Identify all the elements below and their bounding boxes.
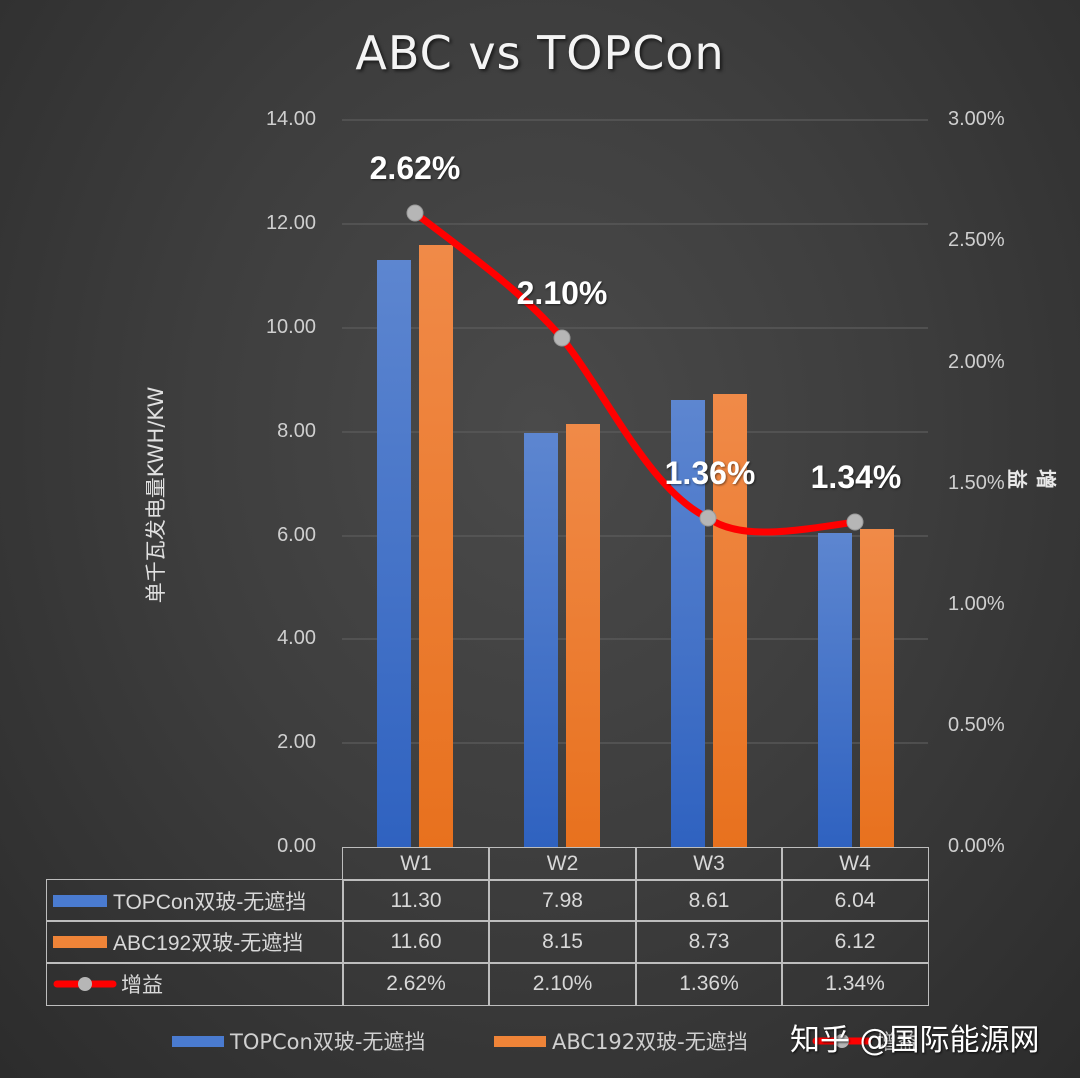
watermark: 知乎 @国际能源网 <box>790 1023 1040 1058</box>
gain-markers <box>406 204 864 531</box>
left-tick: 4.00 <box>277 627 316 649</box>
bar-abc-w3 <box>713 394 747 847</box>
gain-label-w4: 1.34% <box>810 459 902 495</box>
left-tick: 2.00 <box>277 731 316 753</box>
table-cell: 6.12 <box>781 920 929 964</box>
table-row-label-abc: ABC192双玻-无遮挡 <box>46 920 344 964</box>
gain-label-w3: 1.36% <box>664 455 756 491</box>
abc-legend-swatch-icon <box>494 1035 546 1047</box>
left-tick: 0.00 <box>277 835 316 857</box>
table-row-label-topcon: TOPCon双玻-无遮挡 <box>46 879 344 922</box>
bars-abc <box>419 245 894 847</box>
bars-topcon <box>377 260 852 847</box>
table-cell: 11.30 <box>342 879 490 922</box>
right-tick: 3.00% <box>948 108 1005 130</box>
table-header-w1: W1 <box>342 847 490 881</box>
table-cell: 8.73 <box>635 920 783 964</box>
table-row-label-gain: 增益 <box>46 962 344 1006</box>
right-tick: 2.00% <box>948 351 1005 373</box>
table-header-w3: W3 <box>635 847 783 881</box>
bar-topcon-w4 <box>818 533 852 847</box>
left-tick: 12.00 <box>265 212 316 234</box>
gain-line-marker-icon <box>53 977 117 991</box>
right-tick: 0.00% <box>948 835 1005 857</box>
bar-topcon-w2 <box>524 433 558 847</box>
legend-item-gain: 增益 <box>812 1026 918 1056</box>
gain-label-w2: 2.10% <box>516 275 608 311</box>
chart-title: ABC vs TOPCon <box>355 26 725 80</box>
legend-item-abc: ABC192双玻-无遮挡 <box>494 1026 748 1056</box>
gain-legend-icon <box>812 1034 872 1048</box>
topcon-swatch-icon <box>53 894 107 907</box>
table-header-w2: W2 <box>488 847 637 881</box>
abc-swatch-icon <box>53 936 107 948</box>
table-cell: 2.62% <box>342 962 490 1006</box>
table-cell: 1.34% <box>781 962 929 1006</box>
left-tick: 8.00 <box>277 420 316 442</box>
right-tick: 1.50% <box>948 472 1005 494</box>
topcon-legend-swatch-icon <box>172 1035 224 1047</box>
table-cell: 11.60 <box>342 920 490 964</box>
right-tick: 1.00% <box>948 593 1005 615</box>
left-tick: 10.00 <box>265 316 316 338</box>
gain-label-w1: 2.62% <box>369 150 461 186</box>
bar-abc-w1 <box>419 245 453 847</box>
table-cell: 2.10% <box>488 962 637 1006</box>
bar-topcon-w1 <box>377 260 411 847</box>
table-cell: 7.98 <box>488 879 637 922</box>
table-cell: 6.04 <box>781 879 929 922</box>
bar-abc-w2 <box>566 424 600 847</box>
table-cell: 1.36% <box>635 962 783 1006</box>
bar-abc-w4 <box>860 529 894 847</box>
gain-line <box>411 209 859 536</box>
left-tick: 6.00 <box>277 524 316 546</box>
right-tick: 0.50% <box>948 714 1005 736</box>
bar-topcon-w3 <box>671 400 705 847</box>
table-cell: 8.15 <box>488 920 637 964</box>
left-tick: 14.00 <box>265 108 316 130</box>
legend-item-topcon: TOPCon双玻-无遮挡 <box>172 1026 425 1056</box>
table-cell: 8.61 <box>635 879 783 922</box>
table-header-w4: W4 <box>781 847 929 881</box>
right-tick: 2.50% <box>948 229 1005 251</box>
